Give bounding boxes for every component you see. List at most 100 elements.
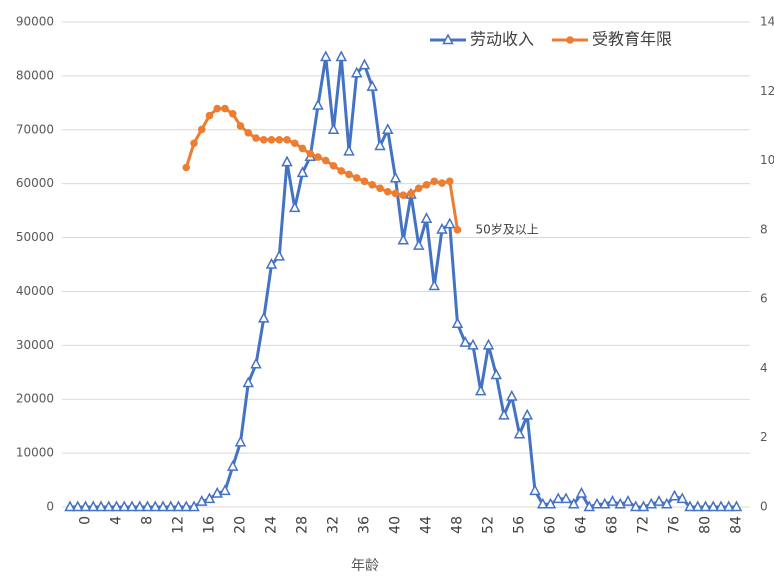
data-point: [197, 125, 206, 134]
x-tick-label: 52: [481, 516, 497, 534]
data-point: [205, 111, 214, 120]
data-point: [552, 492, 564, 504]
x-tick-label: 84: [729, 516, 745, 534]
data-point: [126, 500, 138, 512]
data-point: [289, 201, 301, 213]
data-point: [723, 500, 735, 512]
data-point: [219, 484, 231, 496]
y2-tick-label: 10: [760, 153, 774, 167]
y2-tick-label: 6: [760, 292, 768, 306]
data-point: [622, 495, 634, 506]
y2-tick-label: 0: [760, 500, 768, 514]
x-tick-label: 56: [512, 516, 528, 534]
data-point: [358, 58, 371, 70]
y-tick-label: 0: [46, 500, 54, 514]
data-point: [444, 217, 456, 229]
data-point: [459, 336, 471, 347]
data-point: [250, 357, 262, 369]
x-tick-label: 4: [109, 516, 125, 525]
x-tick-label: 20: [233, 516, 249, 534]
data-point: [699, 500, 712, 512]
y-tick-label: 60000: [16, 176, 54, 190]
y2-tick-label: 12: [760, 84, 774, 98]
data-point: [661, 497, 673, 509]
x-axis-label: 年龄: [351, 558, 379, 574]
data-point: [707, 500, 719, 512]
x-tick-label: 80: [698, 516, 714, 534]
data-point: [87, 500, 99, 512]
data-point: [172, 500, 185, 512]
data-point: [345, 170, 353, 179]
data-point: [259, 135, 268, 144]
data-point: [180, 500, 192, 512]
data-point: [64, 500, 76, 512]
data-point: [329, 161, 338, 170]
data-point: [273, 249, 285, 261]
data-point: [352, 174, 361, 182]
data-point: [630, 500, 642, 512]
legend-marker: [566, 36, 574, 44]
data-point: [244, 129, 253, 137]
data-point: [337, 167, 346, 175]
data-point: [103, 500, 115, 512]
data-point: [436, 222, 448, 234]
data-point: [560, 492, 572, 504]
data-point: [321, 156, 330, 165]
data-point: [374, 139, 386, 151]
data-point: [376, 184, 384, 193]
data-point: [234, 435, 247, 447]
data-point: [544, 497, 557, 509]
data-point: [335, 50, 347, 62]
x-tick-label: 72: [636, 516, 652, 534]
data-point: [475, 384, 487, 396]
data-point: [467, 338, 479, 350]
data-point: [445, 177, 454, 186]
data-point: [451, 317, 464, 329]
data-point: [360, 177, 369, 186]
data-point: [110, 500, 123, 512]
data-point: [428, 279, 440, 291]
data-point: [730, 500, 743, 512]
data-point: [265, 257, 278, 269]
data-point: [513, 427, 526, 439]
data-point: [188, 500, 200, 512]
data-point: [438, 179, 446, 187]
y-tick-label: 70000: [16, 122, 54, 136]
series-line: [70, 55, 737, 509]
y2-tick-label: 8: [760, 222, 768, 236]
data-point: [506, 389, 518, 401]
data-point: [676, 492, 688, 504]
data-point: [281, 155, 293, 167]
data-point: [290, 139, 299, 148]
x-tick-label: 44: [419, 516, 435, 534]
data-point: [397, 233, 409, 245]
data-point: [407, 189, 415, 198]
data-point: [453, 226, 462, 234]
x-tick-label: 8: [140, 516, 156, 525]
data-point: [79, 500, 92, 512]
data-point: [296, 166, 309, 178]
data-point: [498, 408, 510, 420]
data-point: [72, 500, 84, 512]
data-point: [182, 163, 191, 172]
y2-tick-label: 4: [760, 361, 768, 375]
data-point: [242, 376, 254, 388]
data-point: [221, 104, 229, 113]
data-point: [368, 181, 377, 189]
data-point: [157, 500, 169, 512]
x-tick-label: 64: [574, 516, 590, 534]
data-point: [568, 497, 580, 509]
x-tick-label: 16: [202, 516, 218, 534]
data-point: [306, 149, 315, 158]
data-point: [312, 98, 324, 110]
y-tick-label: 40000: [16, 284, 54, 298]
data-point: [668, 489, 681, 501]
legend-label: 劳动收入: [470, 30, 534, 49]
x-tick-label: 28: [295, 516, 311, 534]
data-point: [95, 500, 107, 512]
data-point: [275, 135, 284, 144]
data-point: [389, 171, 402, 183]
x-tick-label: 36: [357, 516, 373, 534]
data-point: [382, 123, 394, 135]
